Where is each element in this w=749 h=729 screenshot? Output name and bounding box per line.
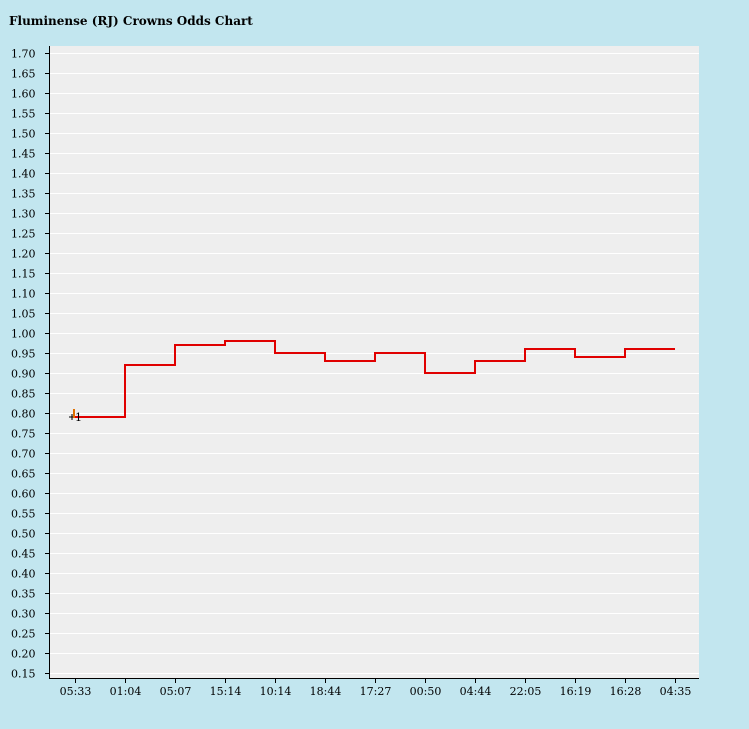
series-layer: 1 bbox=[69, 340, 676, 424]
gridlines bbox=[50, 53, 699, 674]
y-tick-label: 0.40 bbox=[11, 568, 36, 581]
y-tick-label: 1.25 bbox=[11, 228, 36, 241]
y-tick-label: 0.80 bbox=[11, 408, 36, 421]
x-tick-label: 15:14 bbox=[210, 685, 242, 698]
x-tick-label: 18:44 bbox=[310, 685, 342, 698]
y-tick-label: 0.45 bbox=[11, 548, 36, 561]
y-tick-label: 1.05 bbox=[11, 308, 36, 321]
y-tick-label: 0.85 bbox=[11, 388, 36, 401]
x-tick-label: 05:33 bbox=[60, 685, 92, 698]
y-tick-label: 1.00 bbox=[11, 328, 36, 341]
x-tick-label: 04:44 bbox=[460, 685, 492, 698]
y-tick-label: 0.30 bbox=[11, 608, 36, 621]
y-tick-label: 0.70 bbox=[11, 448, 36, 461]
y-tick-label: 1.55 bbox=[11, 108, 36, 121]
x-tick-label: 17:27 bbox=[360, 685, 392, 698]
y-tick-label: 1.35 bbox=[11, 188, 36, 201]
start-marker-label: 1 bbox=[75, 411, 82, 424]
y-tick-label: 0.50 bbox=[11, 528, 36, 541]
y-tick-label: 1.60 bbox=[11, 88, 36, 101]
x-tick-label: 01:04 bbox=[110, 685, 142, 698]
y-tick-label: 1.20 bbox=[11, 248, 36, 261]
x-axis: 05:33 01:04 05:07 15:14 10:14 18:44 17:27 00:50… bbox=[49, 678, 699, 698]
y-tick-label: 0.95 bbox=[11, 348, 36, 361]
y-tick-label: 0.15 bbox=[11, 668, 36, 681]
y-tick-label: 1.30 bbox=[11, 208, 36, 221]
y-tick-label: 0.35 bbox=[11, 588, 36, 601]
x-tick-label: 16:19 bbox=[560, 685, 592, 698]
y-tick-label: 1.65 bbox=[11, 68, 36, 81]
y-tick-label: 0.90 bbox=[11, 368, 36, 381]
series-line bbox=[75, 340, 675, 418]
y-tick-label: 0.25 bbox=[11, 628, 36, 641]
x-tick-label: 00:50 bbox=[410, 685, 442, 698]
y-tick-label: 1.45 bbox=[11, 148, 36, 161]
y-tick-label: 0.60 bbox=[11, 488, 36, 501]
y-tick-label: 0.65 bbox=[11, 468, 36, 481]
y-tick-label: 0.55 bbox=[11, 508, 36, 521]
y-tick-label: 1.50 bbox=[11, 128, 36, 141]
y-tick-label: 0.20 bbox=[11, 648, 36, 661]
y-axis: 0.15 0.20 0.25 0.30 0.35 0.40 0.45 0.50 0.55 0.60… bbox=[11, 46, 50, 681]
x-tick-label: 22:05 bbox=[510, 685, 542, 698]
y-tick-label: 1.15 bbox=[11, 268, 36, 281]
x-tick-label: 10:14 bbox=[260, 685, 292, 698]
y-tick-label: 1.10 bbox=[11, 288, 36, 301]
y-tick-label: 0.75 bbox=[11, 428, 36, 441]
x-tick-label: 04:35 bbox=[660, 685, 692, 698]
x-tick-label: 05:07 bbox=[160, 685, 192, 698]
chart-title: Fluminense (RJ) Crowns Odds Chart bbox=[9, 14, 253, 28]
x-tick-label: 16:28 bbox=[610, 685, 642, 698]
y-tick-label: 1.70 bbox=[11, 48, 36, 61]
y-tick-label: 1.40 bbox=[11, 168, 36, 181]
